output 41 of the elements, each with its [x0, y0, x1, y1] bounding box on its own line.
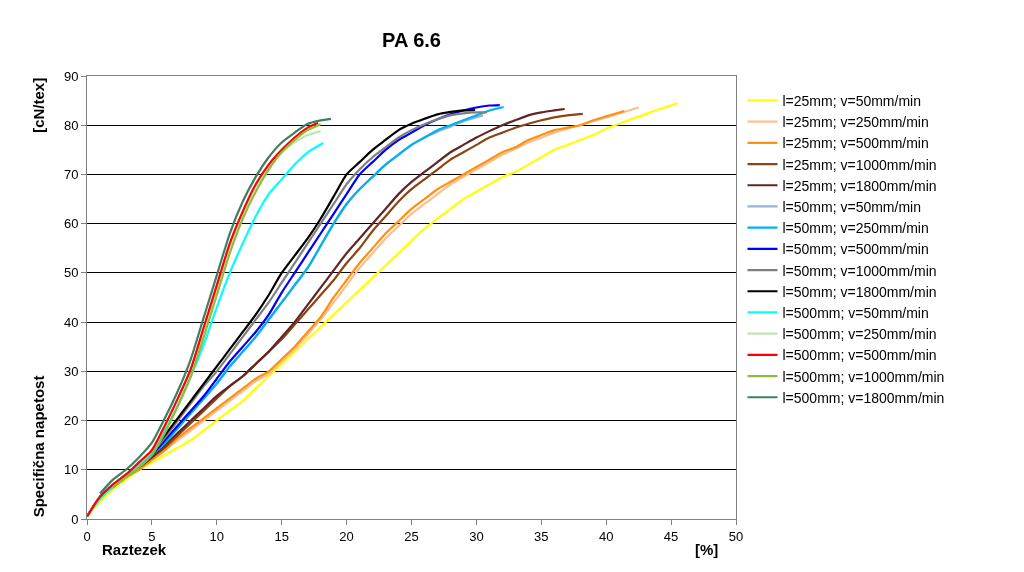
x-tick-label: 15: [274, 528, 289, 544]
legend-label: l=25mm; v=500mm/min: [782, 135, 929, 152]
y-tick-label: 50: [63, 265, 79, 281]
x-tick-label: 30: [469, 528, 484, 544]
legend-label: l=500mm; v=1800mm/min: [782, 389, 945, 406]
legend-label: l=25mm; v=50mm/min: [782, 92, 921, 109]
x-tick-label: 25: [404, 528, 419, 544]
legend-label: l=25mm; v=1800mm/min: [782, 177, 937, 194]
legend-label: l=50mm; v=50mm/min: [782, 198, 921, 215]
x-tick-label: 50: [728, 528, 744, 544]
legend-label: l=500mm; v=50mm/min: [782, 304, 929, 321]
y-tick-label: 70: [63, 166, 79, 182]
x-tick-label: 35: [534, 528, 549, 544]
legend-label: l=50mm; v=500mm/min: [782, 241, 929, 258]
legend-label: l=500mm; v=1000mm/min: [782, 368, 945, 385]
x-tick-label: 40: [598, 528, 614, 544]
legend-label: l=50mm; v=1800mm/min: [782, 283, 937, 300]
chart-title: PA 6.6: [382, 29, 441, 52]
y-tick-label: 10: [63, 462, 79, 478]
text: [%]: [695, 541, 719, 558]
y-tick-label: 90: [63, 68, 79, 84]
legend-label: l=500mm; v=500mm/min: [782, 347, 937, 364]
y-axis-title: Specifična napetost: [30, 375, 48, 518]
x-tick-label: 45: [663, 528, 679, 544]
y-tick-label: 0: [71, 511, 79, 527]
y-tick-label: 30: [63, 363, 79, 379]
x-tick-label: 20: [339, 528, 354, 544]
x-tick-label: 10: [209, 528, 225, 544]
legend-label: l=50mm; v=250mm/min: [782, 220, 929, 237]
legend-label: l=50mm; v=1000mm/min: [782, 262, 937, 279]
text: [cN/tex]: [29, 77, 47, 133]
y-tick-label: 20: [63, 413, 79, 429]
y-tick-label: 60: [63, 216, 79, 232]
x-axis-title: Raztezek: [102, 541, 167, 558]
x-tick-label: 5: [148, 528, 156, 544]
legend-label: l=25mm; v=250mm/min: [782, 114, 929, 131]
x-tick-label: 0: [83, 528, 91, 544]
y-tick-label: 40: [63, 314, 79, 330]
legend-label: l=500mm; v=250mm/min: [782, 326, 937, 343]
y-tick-label: 80: [63, 117, 79, 133]
legend-label: l=25mm; v=1000mm/min: [782, 156, 937, 173]
